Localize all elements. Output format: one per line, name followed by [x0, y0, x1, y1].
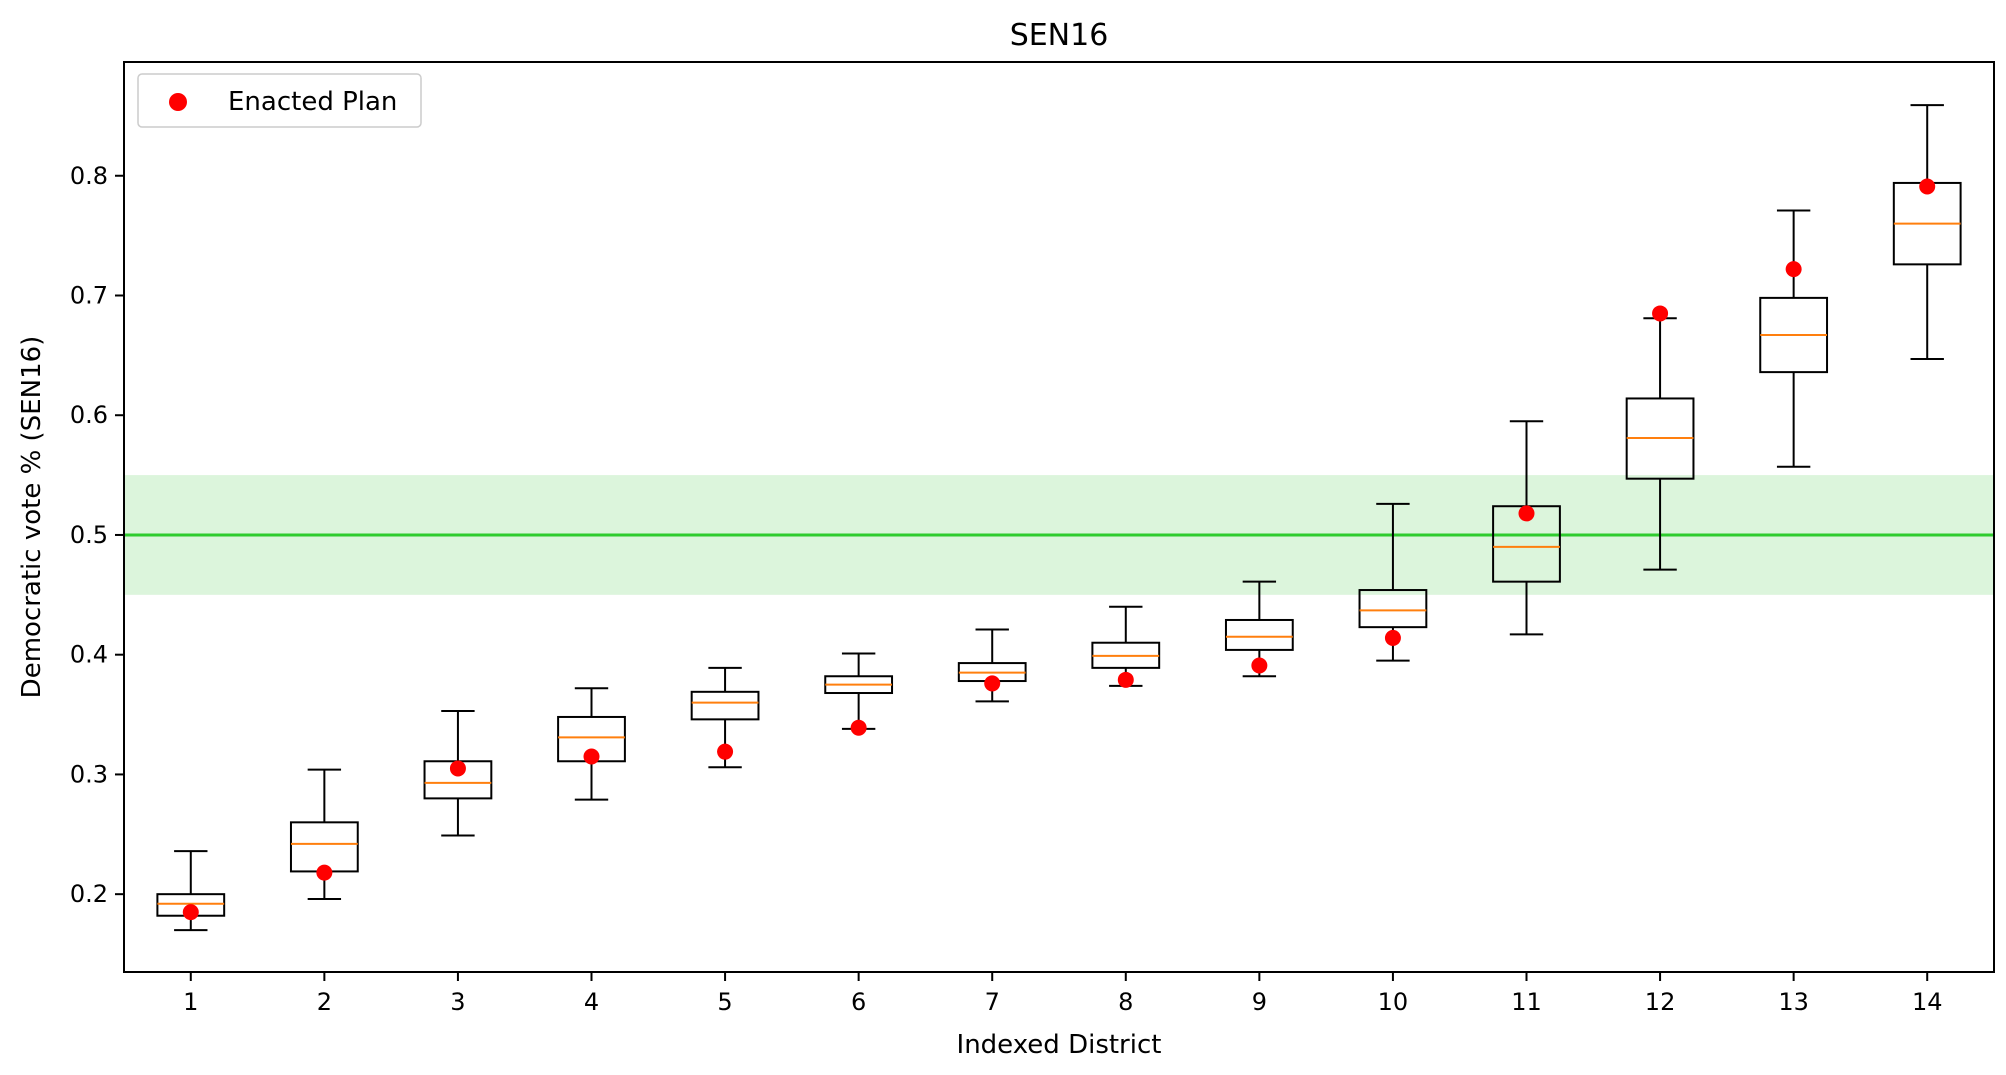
x-tick-label: 14	[1912, 988, 1943, 1016]
enacted-plan-point-9	[1251, 657, 1268, 674]
x-axis-title: Indexed District	[957, 1030, 1162, 1060]
boxplot-district-6	[824, 652, 894, 730]
y-tick-label: 0.8	[70, 162, 108, 190]
x-tick-label: 2	[317, 988, 332, 1016]
box-iqr	[1358, 589, 1428, 629]
y-axis-ticks: 0.2 0.3 0.4 0.5 0.6 0.7 0.8	[70, 162, 124, 908]
x-tick-label: 12	[1645, 988, 1676, 1016]
x-tick-label: 10	[1378, 988, 1409, 1016]
enacted-plan-point-1	[182, 904, 199, 921]
boxplot-district-10	[1358, 502, 1428, 662]
x-tick-label: 6	[851, 988, 866, 1016]
box-iqr	[289, 821, 359, 873]
enacted-plan-point-6	[850, 719, 867, 736]
enacted-plan-point-13	[1785, 261, 1802, 278]
reference-band-layer	[124, 475, 1994, 595]
y-tick-label: 0.2	[70, 880, 108, 908]
boxplot-district-14	[1892, 104, 1962, 360]
enacted-plan-point-11	[1518, 505, 1535, 522]
x-tick-label: 9	[1252, 988, 1267, 1016]
boxplot-district-13	[1759, 209, 1829, 468]
boxplot-district-8	[1091, 605, 1161, 687]
box-iqr	[1224, 618, 1294, 651]
x-tick-label: 5	[717, 988, 732, 1016]
x-tick-label: 1	[183, 988, 198, 1016]
x-axis-ticks: 1 2 3 4 5 6 7 8 9 10 11 12 13 14	[183, 972, 1942, 1016]
y-tick-label: 0.7	[70, 281, 108, 309]
enacted-plan-point-14	[1919, 178, 1936, 195]
boxplot-district-12	[1625, 317, 1695, 571]
boxplot-district-5	[690, 666, 760, 769]
enacted-plan-point-3	[449, 760, 466, 777]
enacted-plan-point-12	[1652, 305, 1669, 322]
enacted-plan-point-8	[1117, 671, 1134, 688]
enacted-plan-points	[182, 178, 1936, 921]
box-iqr	[690, 690, 760, 721]
y-tick-label: 0.5	[70, 521, 108, 549]
enacted-plan-point-5	[717, 743, 734, 760]
legend-marker-enacted-plan	[169, 93, 187, 111]
y-tick-label: 0.4	[70, 641, 108, 669]
enacted-plan-point-2	[316, 864, 333, 881]
x-tick-label: 11	[1511, 988, 1542, 1016]
x-tick-label: 8	[1118, 988, 1133, 1016]
x-tick-label: 13	[1778, 988, 1809, 1016]
x-tick-label: 4	[584, 988, 599, 1016]
legend-frame	[137, 73, 422, 128]
enacted-plan-point-4	[583, 748, 600, 765]
enacted-plan-point-10	[1384, 629, 1401, 646]
x-tick-label: 7	[985, 988, 1000, 1016]
x-tick-label: 3	[450, 988, 465, 1016]
y-axis-title: Democratic vote % (SEN16)	[17, 336, 47, 699]
enacted-plan-point-7	[984, 675, 1001, 692]
y-tick-label: 0.6	[70, 401, 108, 429]
boxplot-layer	[156, 104, 1962, 932]
chart-title: SEN16	[1010, 18, 1109, 53]
boxplot-district-7	[957, 628, 1027, 703]
legend-label-enacted-plan: Enacted Plan	[228, 87, 397, 117]
boxplot-district-4	[557, 687, 626, 801]
y-tick-label: 0.3	[70, 760, 108, 788]
plot-frame	[123, 61, 1995, 973]
legend: Enacted Plan	[137, 73, 422, 128]
